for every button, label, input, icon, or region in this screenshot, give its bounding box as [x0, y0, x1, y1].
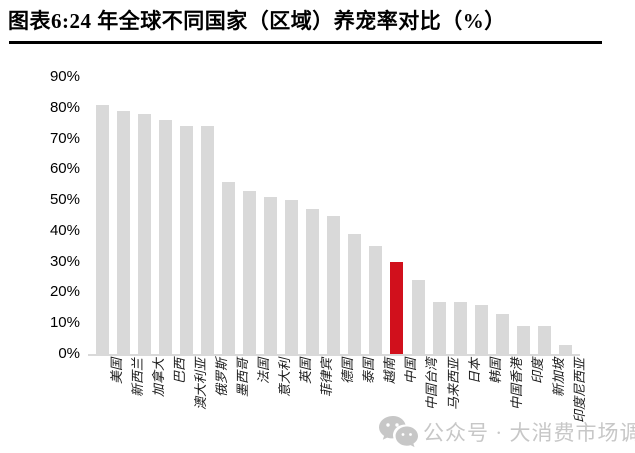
watermark: 公众号 · 大消费市场调研	[378, 415, 635, 449]
x-tick-slot: 澳大利亚	[180, 357, 208, 451]
bar-印度尼西亚	[558, 344, 572, 354]
x-tick-slot: 法国	[243, 357, 271, 451]
y-tick-label: 60%	[49, 160, 80, 178]
x-tick-slot: 俄罗斯	[201, 357, 229, 451]
bar-加拿大	[138, 113, 152, 354]
y-tick-label: 70%	[49, 129, 80, 147]
bar-马来西亚	[432, 301, 446, 354]
x-tick-slot: 英国	[285, 357, 313, 451]
y-axis: 90% 80% 70% 60% 50% 40% 30% 20% 10% 0%	[18, 0, 80, 453]
bar-法国	[243, 190, 257, 354]
x-tick-slot: 巴西	[159, 357, 187, 451]
bar-德国	[327, 215, 341, 354]
x-tick-slot: 新西兰	[117, 357, 145, 451]
bar-英国	[285, 200, 299, 354]
x-tick-slot: 加拿大	[138, 357, 166, 451]
watermark-text: 公众号 · 大消费市场调研	[423, 421, 635, 445]
bar-中国台湾	[411, 280, 425, 354]
y-tick-label: 30%	[49, 252, 80, 270]
y-tick-label: 50%	[49, 191, 80, 209]
title-divider	[9, 41, 602, 44]
x-tick-slot: 意大利	[264, 357, 292, 451]
bar-意大利	[264, 197, 278, 354]
bar-韩国	[474, 304, 488, 354]
bar-俄罗斯	[201, 126, 215, 354]
x-tick-slot: 泰国	[348, 357, 376, 451]
x-tick-slot: 德国	[327, 357, 355, 451]
y-tick-label: 10%	[49, 314, 80, 332]
bar-中国香港	[495, 314, 509, 354]
x-tick-label: 印度尼西亚	[571, 358, 587, 424]
wechat-icon	[379, 416, 418, 448]
plot-area	[88, 77, 580, 356]
x-tick-slot: 墨西哥	[222, 357, 250, 451]
y-tick-label: 80%	[49, 98, 80, 116]
bar-中国	[390, 261, 404, 354]
x-tick-slot: 菲律宾	[306, 357, 334, 451]
bar-美国	[96, 104, 110, 354]
y-tick-label: 0%	[58, 345, 80, 362]
bar-巴西	[159, 120, 173, 354]
bar-新加坡	[537, 326, 551, 354]
bar-泰国	[348, 233, 362, 354]
y-tick-label: 20%	[49, 283, 80, 301]
bar-菲律宾	[306, 209, 320, 354]
bar-墨西哥	[222, 181, 236, 354]
bar-印度	[516, 326, 530, 354]
y-tick-label: 40%	[49, 221, 80, 239]
y-tick-label: 90%	[49, 68, 80, 85]
bar-越南	[369, 246, 383, 354]
bar-新西兰	[117, 110, 131, 354]
bar-日本	[453, 301, 467, 354]
chart-title: 图表6:24 年全球不同国家（区域）养宠率对比（%）	[8, 9, 506, 33]
bar-澳大利亚	[180, 126, 194, 354]
x-tick-slot: 美国	[96, 357, 124, 451]
